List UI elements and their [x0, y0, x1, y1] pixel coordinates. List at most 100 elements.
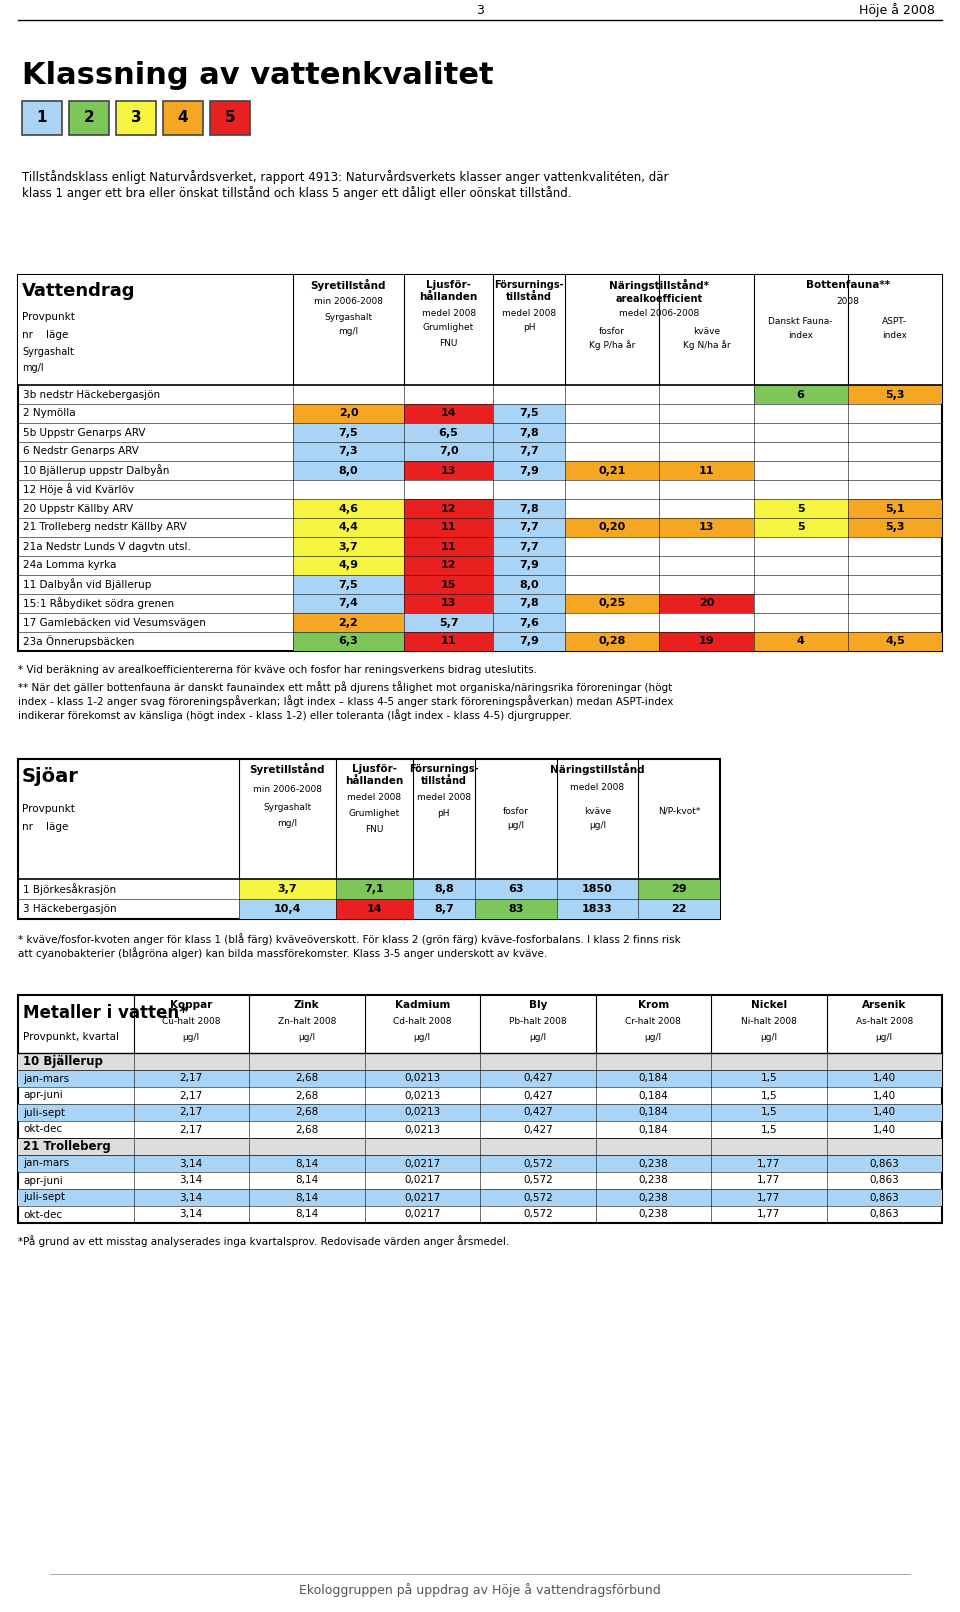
Text: ASPT-: ASPT- [882, 316, 907, 326]
Text: Provpunkt: Provpunkt [22, 313, 75, 322]
Bar [754, 500, 848, 517]
Bar [293, 632, 404, 651]
Text: juli-sept: juli-sept [23, 1193, 65, 1203]
Text: apr-juni: apr-juni [23, 1090, 62, 1101]
Bar [493, 632, 565, 651]
Text: 5: 5 [797, 503, 804, 514]
Text: µg/l: µg/l [876, 1033, 893, 1041]
Text: Zink: Zink [294, 999, 320, 1011]
Text: Syrgashalt: Syrgashalt [324, 313, 372, 321]
Bar [18, 1070, 942, 1086]
Text: 4: 4 [178, 111, 188, 126]
Bar [413, 879, 475, 899]
Bar [848, 385, 942, 405]
Text: 29: 29 [671, 883, 687, 895]
Bar [293, 517, 404, 537]
Text: 3,14: 3,14 [180, 1159, 203, 1169]
Bar [493, 461, 565, 480]
Text: 7,8: 7,8 [519, 427, 539, 437]
Text: 1,40: 1,40 [873, 1090, 896, 1101]
Bar [239, 899, 336, 919]
Text: Bly: Bly [529, 999, 547, 1011]
Text: 8,8: 8,8 [434, 883, 454, 895]
Text: 8,14: 8,14 [295, 1175, 319, 1185]
Text: kväve: kväve [584, 806, 612, 816]
Text: Cu-halt 2008: Cu-halt 2008 [162, 1017, 221, 1025]
Text: 5: 5 [225, 111, 235, 126]
Text: 0,572: 0,572 [523, 1193, 553, 1203]
Bar [18, 276, 942, 385]
Text: Klassning av vattenkvalitet: Klassning av vattenkvalitet [22, 61, 493, 90]
Text: 0,0213: 0,0213 [404, 1090, 441, 1101]
Bar [239, 879, 336, 899]
Text: 0,572: 0,572 [523, 1159, 553, 1169]
Text: 10 Bjällerup: 10 Bjällerup [23, 1054, 103, 1069]
Text: 3: 3 [476, 3, 484, 16]
Text: Kadmium: Kadmium [395, 999, 450, 1011]
Text: 14: 14 [367, 904, 382, 914]
Text: 4,5: 4,5 [885, 637, 904, 646]
Bar [754, 517, 848, 537]
Text: 7,9: 7,9 [519, 637, 539, 646]
Text: 0,863: 0,863 [870, 1159, 900, 1169]
Text: medel 2008: medel 2008 [502, 308, 556, 318]
Text: 3,14: 3,14 [180, 1209, 203, 1220]
Text: 0,184: 0,184 [638, 1074, 668, 1083]
Bar [18, 1138, 942, 1156]
Bar [293, 422, 404, 442]
Text: kväve: kväve [693, 327, 720, 335]
Bar [293, 556, 404, 575]
Text: 21a Nedstr Lunds V dagvtn utsl.: 21a Nedstr Lunds V dagvtn utsl. [23, 542, 191, 551]
Bar [493, 517, 565, 537]
Bar [18, 995, 942, 1224]
Text: 2,0: 2,0 [339, 408, 358, 419]
Text: 2,2: 2,2 [339, 617, 358, 627]
Bar [565, 593, 660, 613]
Text: 0,572: 0,572 [523, 1209, 553, 1220]
Text: mg/l: mg/l [277, 819, 298, 829]
Text: 3,14: 3,14 [180, 1193, 203, 1203]
Text: Vattendrag: Vattendrag [22, 282, 135, 300]
Bar [404, 405, 493, 422]
Text: 0,238: 0,238 [638, 1175, 668, 1185]
Text: 1,5: 1,5 [760, 1107, 777, 1117]
Text: 13: 13 [441, 466, 456, 476]
Text: 0,184: 0,184 [638, 1125, 668, 1135]
Text: hållanden: hållanden [420, 292, 478, 301]
Bar [565, 517, 660, 537]
Text: 7,5: 7,5 [519, 408, 539, 419]
Bar [565, 461, 660, 480]
Bar [638, 899, 720, 919]
Text: medel 2008: medel 2008 [421, 308, 475, 318]
Bar [404, 575, 493, 593]
Text: 2,68: 2,68 [295, 1125, 319, 1135]
Text: jan-mars: jan-mars [23, 1074, 69, 1083]
Text: 0,0217: 0,0217 [404, 1175, 441, 1185]
Bar [493, 575, 565, 593]
Text: 83: 83 [508, 904, 523, 914]
Text: Cr-halt 2008: Cr-halt 2008 [625, 1017, 682, 1025]
Text: 5,1: 5,1 [885, 503, 904, 514]
Text: 1,40: 1,40 [873, 1125, 896, 1135]
Text: 7,9: 7,9 [519, 466, 539, 476]
Bar [18, 1156, 942, 1172]
Text: tillstånd: tillstånd [420, 775, 467, 787]
Text: Bottenfauna**: Bottenfauna** [805, 280, 890, 290]
Text: 11: 11 [441, 542, 456, 551]
Text: pH: pH [438, 809, 450, 817]
Text: 6: 6 [797, 390, 804, 400]
Text: 0,572: 0,572 [523, 1175, 553, 1185]
Text: 63: 63 [508, 883, 523, 895]
Bar [336, 899, 413, 919]
Text: 7,7: 7,7 [519, 522, 539, 532]
Text: 7,4: 7,4 [339, 598, 358, 608]
Text: 1: 1 [36, 111, 47, 126]
Text: 7,6: 7,6 [519, 617, 539, 627]
Text: 3b nedstr Häckebergasjön: 3b nedstr Häckebergasjön [23, 390, 160, 400]
Bar [293, 537, 404, 556]
Bar [404, 500, 493, 517]
Bar [293, 442, 404, 461]
Bar [404, 613, 493, 632]
Text: 0,0217: 0,0217 [404, 1193, 441, 1203]
Text: Danskt Fauna-: Danskt Fauna- [768, 316, 833, 326]
